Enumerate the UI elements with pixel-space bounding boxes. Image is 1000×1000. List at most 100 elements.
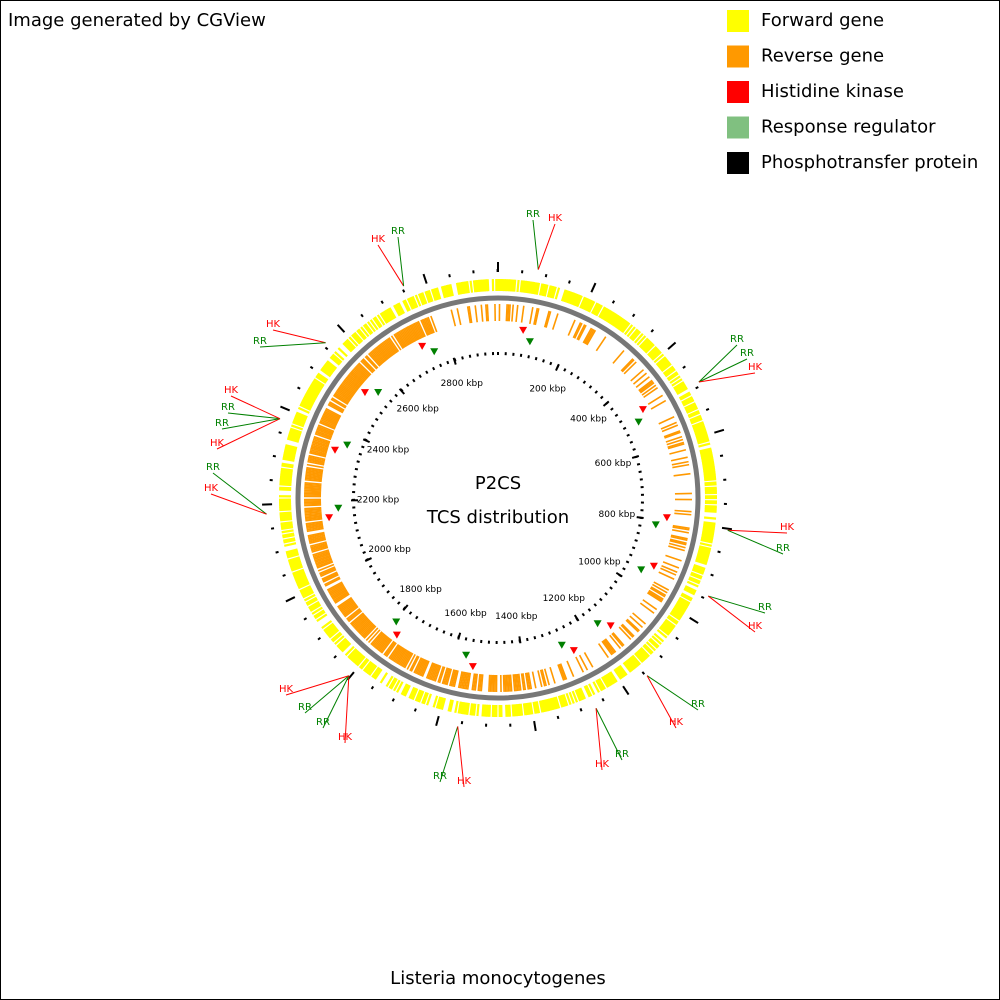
forward-gene [660,624,672,634]
reverse-gene [509,674,513,692]
forward-gene [342,342,353,353]
reverse-gene [602,639,614,655]
forward-gene [613,316,623,328]
reverse-gene [389,644,401,660]
reverse-gene [343,379,358,392]
inner-mark [638,470,642,474]
forward-gene [303,394,316,403]
reverse-gene [330,398,347,409]
reverse-gene [578,654,589,671]
feature-marker [325,514,334,522]
reverse-gene [618,626,632,640]
callout-label: RR [691,699,705,710]
reverse-gene [643,387,659,399]
forward-gene [329,356,341,366]
reverse-gene [480,304,484,322]
reverse-gene [670,535,688,542]
forward-gene [410,296,417,309]
feature-marker [662,514,671,522]
reverse-gene [340,383,356,395]
reverse-gene [437,666,445,683]
forward-gene [522,703,527,716]
reverse-gene [586,329,597,346]
forward-gene [280,474,293,478]
reverse-gene [669,538,687,545]
forward-gene [703,474,716,478]
callout-line [532,219,539,270]
inner-mark [384,405,388,409]
forward-gene [312,379,324,389]
forward-gene [440,286,447,299]
forward-gene [314,610,326,620]
forward-gene [402,300,410,312]
forward-gene [704,506,717,510]
forward-gene [279,478,292,482]
reverse-gene [305,469,323,474]
reverse-gene [545,311,552,328]
forward-gene [393,304,401,317]
reverse-gene [306,527,324,533]
reverse-gene [583,652,594,668]
reverse-gene [348,610,363,623]
reverse-gene [327,403,344,414]
inner-mark [614,413,619,417]
reverse-gene [557,664,565,681]
forward-gene [331,632,343,643]
forward-gene [701,457,714,462]
reverse-gene [486,304,490,322]
forward-gene [546,698,552,711]
tick-line [615,571,623,578]
forward-gene [576,688,583,701]
tick-label: 1800 kbp [399,585,442,595]
forward-gene [388,307,397,319]
forward-gene [481,279,485,292]
forward-gene [430,288,437,301]
forward-gene [527,702,532,715]
reverse-gene [342,603,357,616]
reverse-gene [395,648,407,664]
forward-gene [677,599,689,608]
forward-gene [645,641,657,652]
inner-mark [372,571,377,575]
forward-gene [469,280,474,293]
reverse-gene [312,550,330,558]
reverse-gene [388,643,400,659]
forward-gene [538,700,544,713]
reverse-gene [317,563,335,572]
forward-gene [601,308,609,320]
tick-line [364,557,372,562]
reverse-gene [350,370,365,383]
reverse-gene [370,350,383,365]
forward-gene [704,481,717,485]
forward-gene [703,522,716,527]
reverse-gene [312,438,330,446]
reverse-gene [416,321,425,338]
forward-gene [358,657,369,669]
callout-label: HK [279,684,294,695]
tick-label: 2200 kbp [357,495,400,505]
inner-mark [374,417,379,422]
reverse-gene [403,652,414,669]
forward-gene [282,537,296,542]
reverse-gene [309,451,327,458]
inner-mark [618,420,623,424]
forward-gene [411,688,419,701]
forward-gene [427,289,434,302]
forward-gene [362,324,372,336]
scale-mark [533,720,537,732]
reverse-gene [356,364,370,378]
forward-gene [397,302,406,315]
reverse-gene [425,317,434,334]
reverse-gene [670,456,688,462]
reverse-gene [311,444,328,451]
reverse-gene [328,402,344,413]
reverse-gene [384,339,396,355]
inner-mark [599,395,604,400]
reverse-gene [345,377,360,390]
forward-gene [290,564,303,570]
forward-gene [592,303,600,315]
forward-gene [469,703,474,716]
feature-marker [468,663,477,671]
reverse-gene [425,662,434,679]
forward-gene [357,328,367,340]
